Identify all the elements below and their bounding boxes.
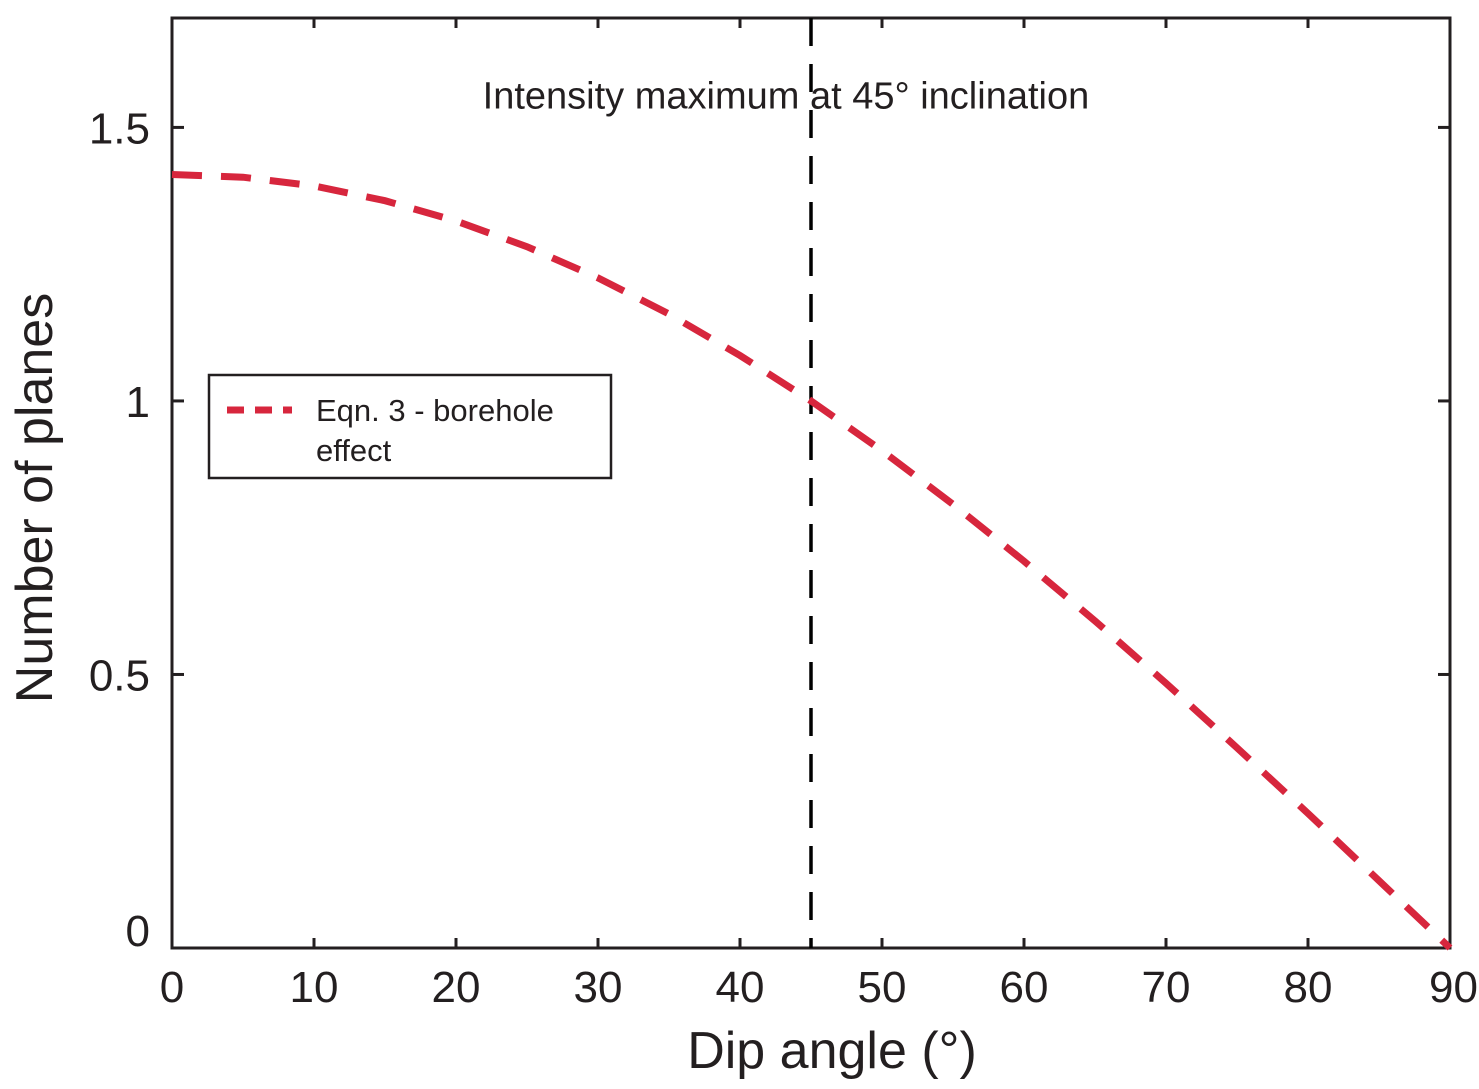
x-axis-tick-labels: 0 10 20 30 40 50 60 70 80 90 bbox=[160, 963, 1478, 1012]
y-tick-label-1: 1 bbox=[126, 378, 150, 427]
annotation-intensity-maximum: Intensity maximum at 45° inclination bbox=[483, 76, 1090, 118]
y-axis-title: Number of planes bbox=[6, 293, 64, 703]
x-tick-label-90: 90 bbox=[1429, 963, 1478, 1012]
y-tick-label-1.5: 1.5 bbox=[89, 104, 150, 153]
x-tick-label-60: 60 bbox=[1000, 963, 1049, 1012]
x-axis-ticks bbox=[170, 18, 1452, 948]
y-tick-label-0: 0 bbox=[126, 907, 150, 956]
x-tick-label-30: 30 bbox=[574, 963, 623, 1012]
x-tick-label-20: 20 bbox=[432, 963, 481, 1012]
x-tick-label-80: 80 bbox=[1284, 963, 1333, 1012]
y-axis-tick-labels: 0 0.5 1 1.5 bbox=[89, 104, 150, 956]
x-tick-label-10: 10 bbox=[290, 963, 339, 1012]
legend-label-line2: effect bbox=[316, 433, 392, 468]
y-axis-ticks bbox=[172, 125, 1450, 950]
series-line-borehole-effect bbox=[171, 171, 1453, 951]
x-tick-label-0: 0 bbox=[160, 963, 184, 1012]
x-tick-label-50: 50 bbox=[858, 963, 907, 1012]
x-tick-label-40: 40 bbox=[716, 963, 765, 1012]
x-axis-title: Dip angle (°) bbox=[687, 1022, 977, 1080]
legend-label-line1: Eqn. 3 - borehole bbox=[316, 393, 554, 428]
legend: Eqn. 3 - borehole effect bbox=[207, 373, 613, 480]
x-tick-label-70: 70 bbox=[1142, 963, 1191, 1012]
legend-box bbox=[207, 373, 613, 480]
y-tick-label-0.5: 0.5 bbox=[89, 651, 150, 700]
